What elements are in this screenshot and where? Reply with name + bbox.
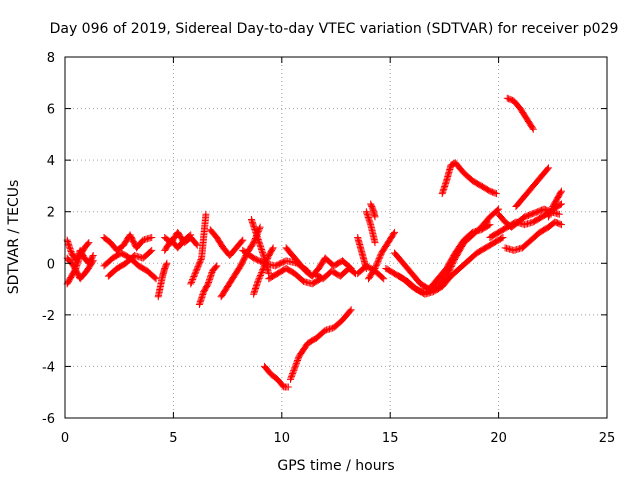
sdtvar-chart: Day 096 of 2019, Sidereal Day-to-day VTE… xyxy=(0,0,640,480)
axis-ticks: 0 5 10 15 20 25 -6 -4 -2 0 2 4 6 8 xyxy=(42,51,615,446)
x-tick-label: 5 xyxy=(169,431,177,446)
series-arc-22 xyxy=(287,306,355,383)
data-point xyxy=(202,211,209,218)
y-tick-label: 8 xyxy=(47,51,55,66)
data-point xyxy=(372,239,379,246)
series-arc-07 xyxy=(155,260,171,301)
y-tick-label: 2 xyxy=(47,206,55,221)
series-arc-35 xyxy=(512,164,552,210)
y-tick-label: -4 xyxy=(42,360,55,375)
y-axis-label: SDTVAR / TECUs xyxy=(6,180,22,295)
chart-title: Day 096 of 2019, Sidereal Day-to-day VTE… xyxy=(50,21,619,37)
series-arc-21 xyxy=(261,363,292,391)
x-tick-label: 20 xyxy=(490,431,507,446)
x-tick-label: 15 xyxy=(382,431,399,446)
y-tick-label: -6 xyxy=(42,412,55,427)
x-tick-label: 0 xyxy=(61,431,69,446)
x-axis-label: GPS time / hours xyxy=(277,458,394,474)
x-tick-label: 25 xyxy=(599,431,616,446)
y-tick-label: 0 xyxy=(47,257,55,272)
data-points xyxy=(64,95,565,391)
series-arc-37 xyxy=(504,95,537,133)
series-arc-10 xyxy=(187,211,209,288)
series-arc-06 xyxy=(105,247,155,280)
y-tick-label: 4 xyxy=(47,154,55,169)
y-tick-label: 6 xyxy=(47,103,55,118)
series-arc-12 xyxy=(207,226,247,259)
y-tick-label: -2 xyxy=(42,309,55,324)
series-arc-04 xyxy=(101,231,156,253)
x-tick-label: 10 xyxy=(274,431,291,446)
series-arc-31 xyxy=(439,159,500,197)
